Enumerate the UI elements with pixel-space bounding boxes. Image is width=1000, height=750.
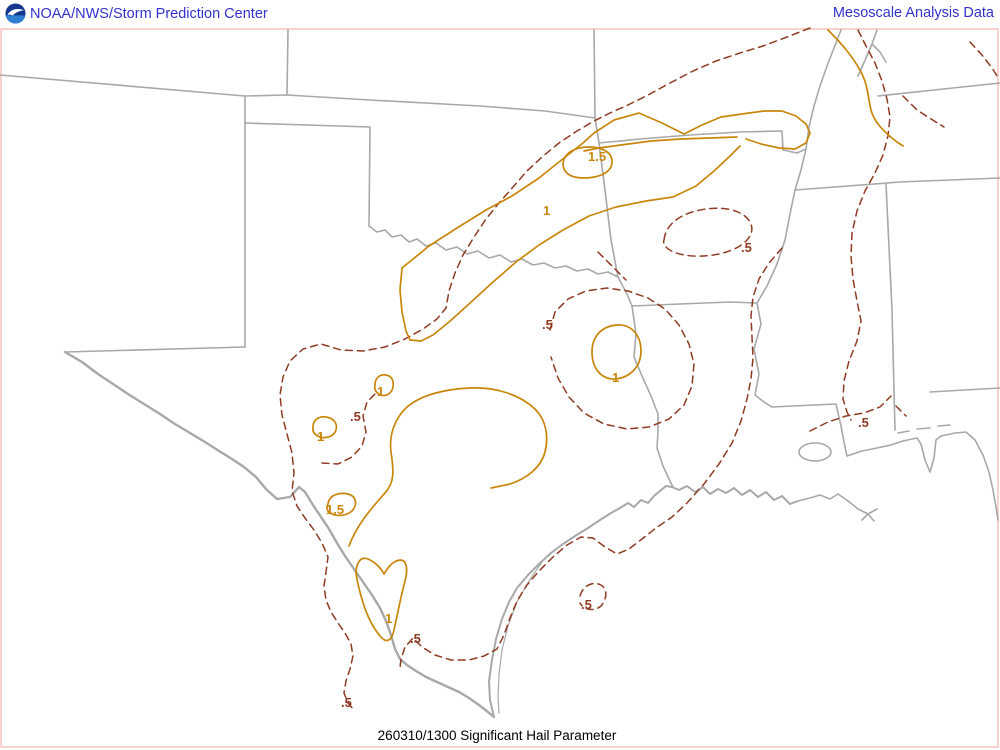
contour-1-centraltexas-hook — [348, 387, 548, 547]
border-ok-panhandle-south — [244, 122, 371, 128]
contour-1-westtexas-oval-b — [311, 415, 338, 439]
contour-1p5-oklahoma-oval — [562, 146, 613, 179]
state-borders — [0, 29, 1000, 719]
river-tennessee-fork — [857, 29, 887, 77]
product-title[interactable]: Mesoscale Analysis Data — [832, 5, 994, 21]
contour-label-1p5-ok: 1.5 — [588, 149, 606, 164]
coast-barrier-islands-ms — [897, 424, 951, 434]
contour-label-0p5-stx-circle: .5 — [581, 597, 592, 612]
border-ms-al — [885, 183, 896, 431]
contour-label-0p5-bottom: .5 — [341, 695, 352, 710]
contours-dashed-0p5 — [279, 27, 1000, 710]
contour-label-1-wtx-a: 1 — [377, 384, 384, 399]
contours-solid-1 — [311, 29, 904, 642]
contour-label-0p5-la-coast: .5 — [858, 415, 869, 430]
contour-0p5-topright-corner — [969, 41, 1000, 80]
contour-label-1-wtx-b: 1 — [317, 429, 324, 444]
contour-1p5-swtexas-oval — [326, 492, 357, 517]
map-frame-border — [0, 28, 999, 748]
border-ks-mo — [593, 29, 596, 119]
contour-0p5-westtexas-inner — [321, 392, 377, 465]
site-title[interactable]: NOAA/NWS/Storm Prediction Center — [30, 6, 268, 22]
contour-1-westtexas-oval-a — [373, 373, 395, 397]
contour-label-0p5-ar: .5 — [741, 240, 752, 255]
contour-0p5-southtexas-circle — [579, 582, 607, 611]
coast-la-delta — [797, 493, 878, 522]
map-caption: 260310/1300 Significant Hail Parameter — [378, 728, 617, 743]
contour-0p5-arkansas-oval — [662, 207, 753, 257]
contour-0p5-big-sweep — [399, 247, 783, 669]
contour-label-0p5-stx-line: .5 — [410, 631, 421, 646]
coast-texas — [488, 485, 799, 718]
noaa-logo-sea — [5, 15, 26, 24]
contour-1-topright-arc — [827, 29, 904, 147]
contour-labels: 1.5 1 1 1.5 1 1 1 .5 .5 .5 .5 .5 .5 .5 — [317, 149, 869, 710]
border-37n-co-ks — [0, 74, 596, 119]
contour-1-riogrande-blob — [355, 557, 408, 642]
border-co-ks-vertical — [286, 29, 289, 96]
noaa-logo-icon — [5, 3, 26, 24]
noaa-logo-gull — [7, 9, 25, 16]
lake-pontchartrain — [798, 442, 832, 462]
border-ky-tn — [877, 82, 1000, 97]
contour-label-0p5-netx: .5 — [542, 317, 553, 332]
contour-label-1-ok: 1 — [543, 203, 550, 218]
border-tx-panhandle-east — [368, 126, 371, 227]
coast-ms-al — [846, 431, 999, 521]
contour-1-return-strand — [583, 136, 738, 152]
contour-label-0p5-wtx: .5 — [350, 409, 361, 424]
river-rio-grande — [63, 350, 496, 719]
border-ok-mo-ar — [594, 117, 619, 278]
contour-0p5-tn-bits — [902, 95, 945, 128]
contour-0p5-east-vertical — [842, 29, 891, 421]
border-al-fl-31n — [929, 387, 1000, 393]
border-mo-ar — [598, 130, 807, 154]
river-mississippi — [753, 29, 842, 408]
contour-0p5-connector — [597, 251, 627, 281]
border-tn-ms — [794, 177, 1000, 191]
contour-label-1-riogrande: 1 — [385, 611, 392, 626]
river-red — [368, 225, 619, 278]
page-header: NOAA/NWS/Storm Prediction Center Mesosca… — [0, 0, 1000, 28]
border-ar-la — [631, 301, 757, 307]
contour-0p5-northwest-long — [279, 27, 811, 710]
contour-1-netexas-oval — [591, 324, 642, 380]
contour-0p5-netexas-ring — [549, 287, 695, 430]
contour-1-main-hairpin-bootheel — [399, 110, 811, 342]
border-la-ms-31n-pearl — [771, 403, 848, 457]
border-tx-la-sabine — [631, 305, 674, 488]
contour-label-1-netx: 1 — [612, 370, 619, 385]
border-tx-ar — [617, 276, 633, 307]
border-tx-32n — [64, 346, 246, 353]
contour-0p5-la-coastal-arc — [809, 395, 907, 432]
contour-label-1p5-swtx: 1.5 — [326, 502, 344, 517]
